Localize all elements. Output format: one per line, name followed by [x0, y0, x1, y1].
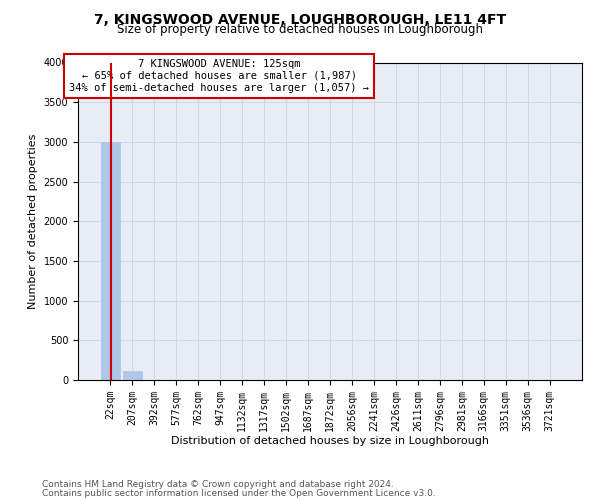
Bar: [123, 372, 142, 380]
Text: Contains public sector information licensed under the Open Government Licence v3: Contains public sector information licen…: [42, 488, 436, 498]
Text: Contains HM Land Registry data © Crown copyright and database right 2024.: Contains HM Land Registry data © Crown c…: [42, 480, 394, 489]
X-axis label: Distribution of detached houses by size in Loughborough: Distribution of detached houses by size …: [171, 436, 489, 446]
Text: 7, KINGSWOOD AVENUE, LOUGHBOROUGH, LE11 4FT: 7, KINGSWOOD AVENUE, LOUGHBOROUGH, LE11 …: [94, 12, 506, 26]
Y-axis label: Number of detached properties: Number of detached properties: [28, 134, 38, 309]
Text: Size of property relative to detached houses in Loughborough: Size of property relative to detached ho…: [117, 22, 483, 36]
Bar: [101, 142, 119, 380]
Text: 7 KINGSWOOD AVENUE: 125sqm
← 65% of detached houses are smaller (1,987)
34% of s: 7 KINGSWOOD AVENUE: 125sqm ← 65% of deta…: [69, 60, 369, 92]
